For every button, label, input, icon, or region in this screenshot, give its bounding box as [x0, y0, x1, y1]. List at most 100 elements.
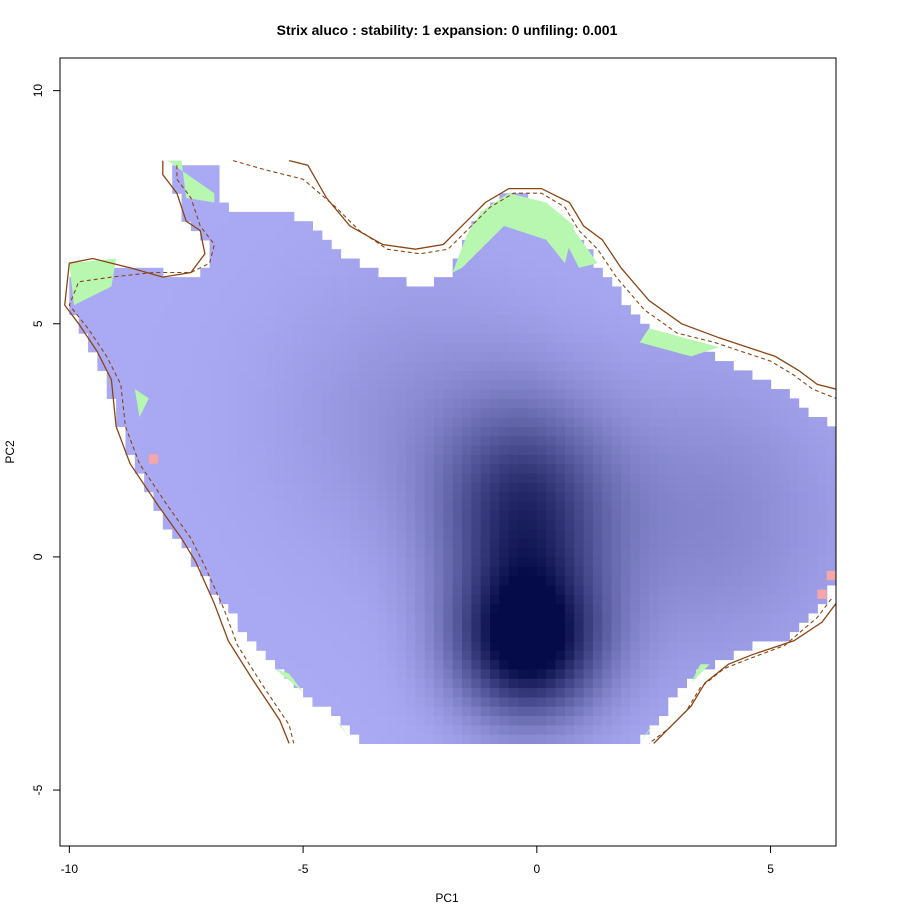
occupied-cell	[321, 379, 332, 390]
occupied-cell	[499, 612, 510, 623]
occupied-cell	[359, 612, 370, 623]
occupied-cell	[153, 482, 164, 493]
occupied-cell	[583, 305, 594, 316]
occupied-cell	[462, 659, 472, 670]
occupied-cell	[209, 426, 220, 437]
occupied-cell	[144, 361, 155, 372]
occupied-cell	[377, 435, 388, 446]
occupied-niche-layer	[69, 165, 836, 745]
occupied-cell	[237, 500, 248, 511]
occupied-cell	[471, 407, 482, 418]
occupied-cell	[331, 342, 342, 353]
occupied-cell	[471, 323, 482, 334]
occupied-cell	[471, 668, 482, 679]
occupied-cell	[415, 631, 426, 642]
occupied-cell	[508, 491, 519, 502]
occupied-cell	[592, 277, 603, 288]
occupied-cell	[387, 715, 398, 726]
occupied-cell	[649, 594, 659, 605]
occupied-cell	[499, 584, 510, 595]
occupied-cell	[677, 463, 688, 474]
occupied-cell	[583, 678, 594, 689]
occupied-cell	[564, 286, 575, 297]
occupied-cell	[377, 472, 388, 483]
occupied-cell	[218, 389, 229, 399]
occupied-cell	[508, 472, 519, 483]
occupied-cell	[695, 491, 706, 502]
occupied-cell	[237, 622, 248, 633]
occupied-cell	[368, 631, 379, 642]
occupied-cell	[209, 417, 220, 427]
occupied-cell	[153, 389, 164, 399]
expansion-layer	[69, 160, 720, 744]
occupied-cell	[321, 472, 332, 483]
occupied-cell	[293, 640, 304, 651]
occupied-cell	[574, 519, 585, 530]
occupied-cell	[602, 454, 613, 465]
occupied-cell	[396, 734, 407, 745]
occupied-cell	[293, 398, 304, 409]
occupied-cell	[275, 361, 285, 372]
occupied-cell	[284, 370, 295, 381]
occupied-cell	[789, 519, 800, 530]
occupied-cell	[349, 668, 360, 679]
occupied-cell	[321, 696, 332, 707]
occupied-cell	[443, 491, 454, 502]
occupied-cell	[490, 500, 501, 511]
occupied-cell	[592, 547, 603, 558]
occupied-cell	[508, 584, 519, 595]
occupied-cell	[265, 435, 276, 446]
occupied-cell	[349, 323, 360, 334]
occupied-cell	[349, 631, 360, 642]
occupied-cell	[714, 472, 725, 483]
occupied-cell	[770, 528, 781, 539]
occupied-cell	[452, 333, 463, 344]
occupied-cell	[415, 584, 426, 595]
occupied-cell	[630, 472, 641, 483]
occupied-cell	[490, 295, 501, 306]
occupied-cell	[331, 640, 342, 651]
occupied-cell	[649, 612, 659, 623]
occupied-cell	[359, 650, 370, 661]
occupied-cell	[639, 687, 650, 698]
occupied-cell	[499, 575, 510, 586]
occupied-cell	[499, 249, 510, 260]
occupied-cell	[246, 221, 257, 232]
occupied-cell	[555, 594, 566, 605]
occupied-cell	[471, 650, 482, 661]
occupied-cell	[480, 379, 491, 390]
occupied-cell	[480, 323, 491, 334]
occupied-cell	[695, 426, 706, 437]
occupied-cell	[387, 640, 398, 651]
occupied-cell	[340, 622, 351, 633]
occupied-cell	[639, 472, 650, 483]
occupied-cell	[518, 584, 529, 595]
occupied-cell	[256, 603, 267, 614]
occupied-cell	[602, 528, 613, 539]
occupied-cell	[228, 370, 239, 381]
occupied-cell	[396, 603, 407, 614]
occupied-cell	[405, 696, 416, 707]
occupied-cell	[546, 519, 557, 530]
occupied-cell	[312, 566, 323, 577]
occupied-cell	[583, 351, 594, 362]
occupied-cell	[639, 491, 650, 502]
occupied-cell	[536, 575, 547, 586]
occupied-cell	[331, 547, 342, 558]
occupied-cell	[218, 370, 229, 381]
occupied-cell	[405, 678, 416, 689]
occupied-cell	[583, 333, 594, 344]
occupied-cell	[583, 491, 594, 502]
occupied-cell	[779, 566, 790, 577]
occupied-cell	[723, 361, 734, 372]
occupied-cell	[462, 398, 472, 409]
occupied-cell	[518, 734, 529, 745]
occupied-cell	[705, 510, 716, 521]
occupied-cell	[789, 556, 800, 567]
y-tick-label: 0	[31, 553, 45, 560]
occupied-cell	[405, 547, 416, 558]
occupied-cell	[480, 584, 491, 595]
occupied-cell	[658, 706, 669, 717]
occupied-cell	[396, 528, 407, 539]
occupied-cell	[611, 659, 622, 670]
